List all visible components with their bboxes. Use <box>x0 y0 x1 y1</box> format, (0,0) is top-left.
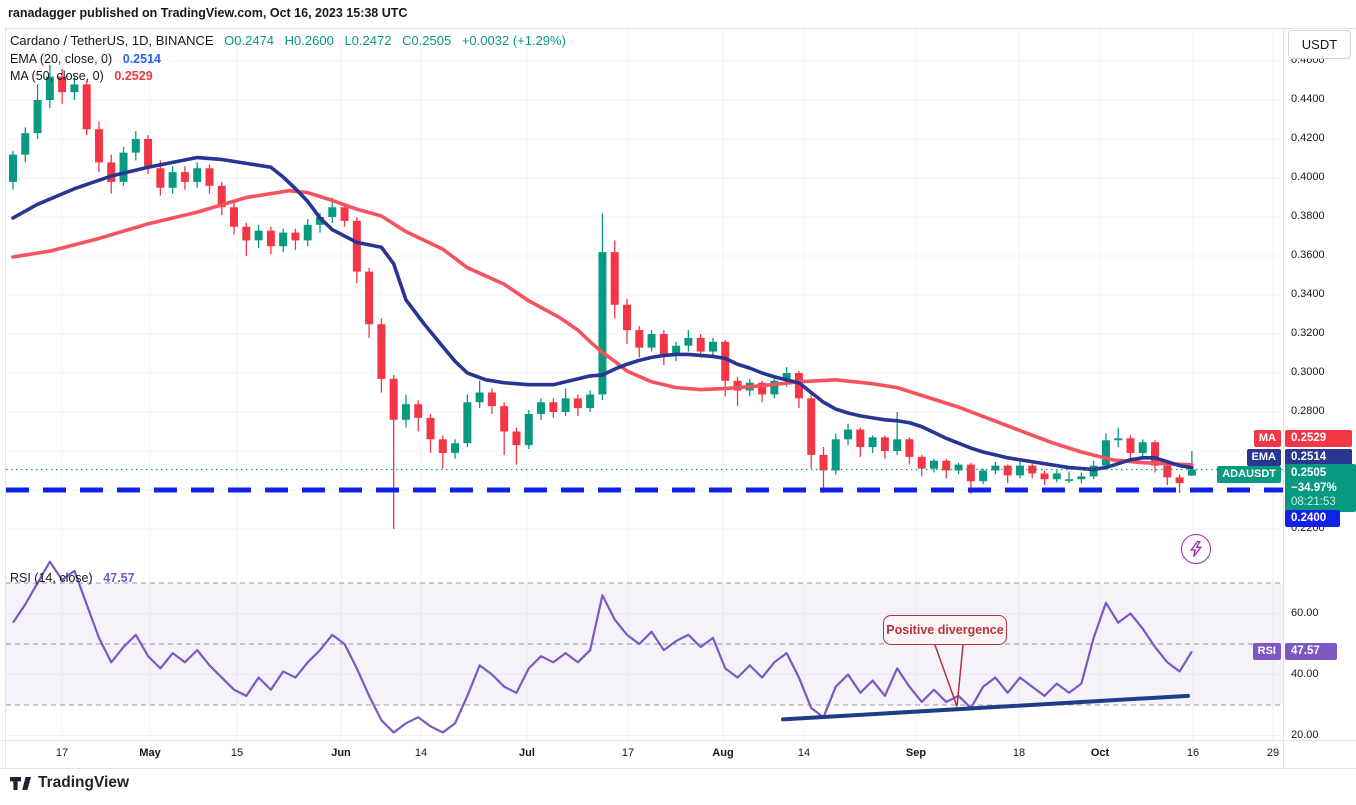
symbol-legend[interactable]: Cardano / TetherUS, 1D, BINANCE O0.2474 … <box>10 33 566 48</box>
time-axis-label: Jul <box>519 747 535 759</box>
time-axis-label: Jun <box>331 747 351 759</box>
ma-price-tag: MA <box>1253 430 1281 447</box>
symbol-title: Cardano / TetherUS, 1D, BINANCE <box>10 33 214 48</box>
byline-text: ranadagger published on TradingView.com,… <box>8 6 408 20</box>
tradingview-logo-text: TradingView <box>38 774 130 791</box>
low-value: L0.2472 <box>344 33 392 48</box>
ema20-line <box>11 155 1194 472</box>
time-axis-label: 14 <box>414 747 428 759</box>
price-axis-label: 0.3800 <box>1291 210 1325 222</box>
price-axis-label: 0.3200 <box>1291 327 1325 339</box>
rsi-trendline[interactable] <box>781 693 1190 722</box>
chart-left-border <box>5 28 6 768</box>
time-axis-label: Aug <box>712 747 734 759</box>
symbol-price-badge: 0.2505 −34.97% 08:21:53 <box>1285 464 1356 512</box>
time-axis-label: 17 <box>55 747 69 759</box>
price-axis-label: 0.2800 <box>1291 405 1325 417</box>
close-value: C0.2505 <box>402 33 452 48</box>
price-axis-label: 0.4400 <box>1291 93 1325 105</box>
ma-value: 0.2529 <box>114 69 153 83</box>
ma-legend[interactable]: MA (50, close, 0) 0.2529 <box>10 68 153 83</box>
rsi-axis-label: 40.00 <box>1291 667 1319 680</box>
rsi-legend[interactable]: RSI (14, close) 47.57 <box>10 570 135 585</box>
rsi-axis-label: 60.00 <box>1291 606 1319 619</box>
ema-legend[interactable]: EMA (20, close, 0) 0.2514 <box>10 51 161 66</box>
open-value: O0.2474 <box>224 33 275 48</box>
rsi-value-badge: 47.57 <box>1285 643 1337 660</box>
time-axis-border <box>0 740 1356 741</box>
price-axis-border <box>1283 28 1284 768</box>
rsi-axis-label: 20.00 <box>1291 728 1319 741</box>
currency-button[interactable]: USDT <box>1288 30 1351 59</box>
ema-value: 0.2514 <box>122 52 161 66</box>
time-axis-label: 29 <box>1266 747 1280 759</box>
time-axis-label: 14 <box>797 747 811 759</box>
chart-bottom-border <box>0 768 1356 769</box>
price-axis-label: 0.3600 <box>1291 249 1325 261</box>
time-axis-label: 16 <box>1186 747 1200 759</box>
change-value: +0.0032 (+1.29%) <box>461 33 566 48</box>
tradingview-logo-icon <box>10 776 31 790</box>
rsi-value: 47.57 <box>103 571 135 585</box>
callout-pointer <box>956 644 964 707</box>
last-price: 0.2505 <box>1291 467 1327 479</box>
candles-layer <box>9 64 1196 529</box>
rsi-line <box>12 560 1193 734</box>
lightning-icon <box>1189 541 1203 557</box>
time-axis-label: 18 <box>1012 747 1026 759</box>
callout-pointer <box>934 644 958 707</box>
time-axis-label: 15 <box>230 747 244 759</box>
lightning-button[interactable] <box>1181 534 1211 564</box>
time-axis-label: Oct <box>1090 747 1110 759</box>
chart-top-border <box>5 28 1356 29</box>
high-value: H0.2600 <box>284 33 334 48</box>
ema-price-badge: 0.2514 <box>1285 449 1352 466</box>
price-axis-label: 0.4200 <box>1291 132 1325 144</box>
level-price-badge: 0.2400 <box>1285 510 1340 527</box>
time-axis-label: May <box>139 747 161 759</box>
time-axis-label: Sep <box>905 747 927 759</box>
ma-price-badge: 0.2529 <box>1285 430 1352 447</box>
ma50-line <box>11 188 1194 467</box>
ema-label: EMA (20, close, 0) <box>10 52 113 66</box>
countdown-timer: 08:21:53 <box>1291 496 1336 508</box>
positive-divergence-callout[interactable]: Positive divergence <box>883 615 1007 645</box>
time-axis-label: 17 <box>621 747 635 759</box>
price-axis-label: 0.3400 <box>1291 288 1325 300</box>
tradingview-logo[interactable]: TradingView <box>10 774 129 792</box>
change-percent: −34.97% <box>1291 481 1337 494</box>
price-axis-label: 0.3000 <box>1291 366 1325 378</box>
ma-label: MA (50, close, 0) <box>10 69 104 83</box>
price-axis-label: 0.4000 <box>1291 171 1325 183</box>
rsi-label: RSI (14, close) <box>10 571 93 585</box>
symbol-price-tag: ADAUSDT <box>1217 466 1281 483</box>
rsi-tag: RSI <box>1252 643 1281 660</box>
ema-price-tag: EMA <box>1246 449 1281 466</box>
